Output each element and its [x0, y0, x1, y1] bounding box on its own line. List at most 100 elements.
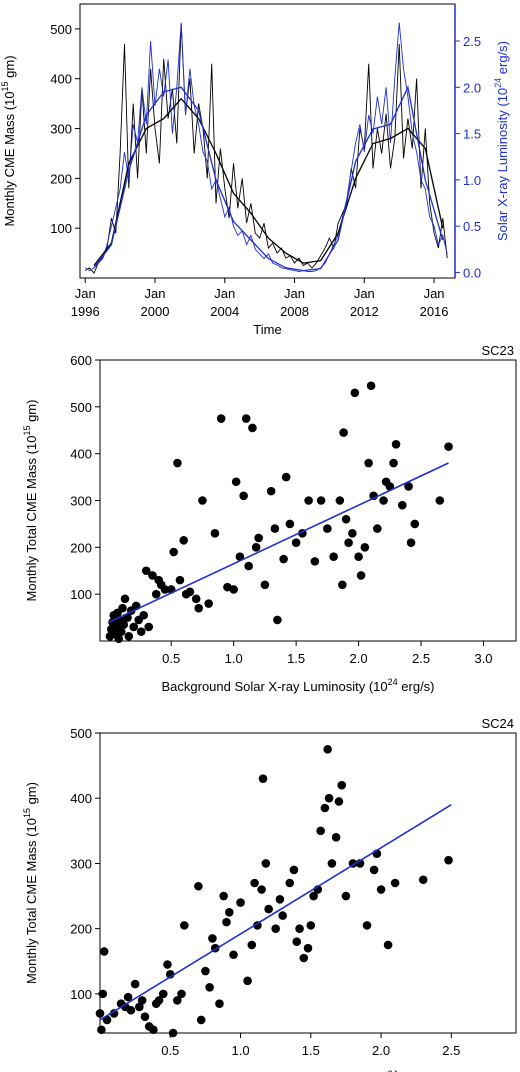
x-tick-label: Jan 2016	[420, 286, 449, 319]
plot-frame	[99, 732, 517, 1034]
scatter-point	[383, 940, 393, 950]
scatter-point	[224, 908, 234, 917]
x-tick-label-line: Jan	[75, 286, 96, 301]
label-part: gm)	[2, 55, 17, 81]
x-tick-label: 2.0	[372, 1043, 390, 1058]
scatter-point	[123, 613, 132, 622]
label-part: Background Solar X-ray Luminosity (10	[161, 679, 387, 694]
y2-tick-label: 1.5	[463, 127, 481, 142]
scatter-point	[116, 627, 126, 636]
y2-tick-label: 0.0	[463, 265, 481, 280]
label-part: 24	[493, 78, 503, 88]
x-tick-label-line: 2016	[420, 304, 449, 319]
scatter-point	[205, 983, 214, 992]
scatter-point	[354, 552, 363, 561]
label-part: erg/s)	[398, 679, 435, 694]
scatter-point	[248, 423, 257, 433]
scatter-point	[194, 603, 203, 613]
scatter-point	[316, 496, 326, 505]
label-part: 15	[22, 426, 32, 436]
scatter-point	[254, 533, 263, 543]
scatter-point	[136, 627, 146, 636]
x-tick-label: Jan 2004	[210, 286, 239, 319]
label-part: Monthly Total CME Mass (10	[24, 818, 39, 984]
scatter-point	[123, 992, 133, 1002]
scatter-point	[154, 996, 164, 1005]
scatter-point	[418, 875, 428, 885]
scatter-point	[241, 414, 251, 423]
scatter-point	[163, 960, 172, 969]
x-tick-label: Jan 2012	[350, 286, 379, 319]
scatter-point	[323, 524, 332, 533]
axis-label: Monthly Total CME Mass (1015 gm)	[22, 782, 39, 984]
x-tick-label: 1.0	[225, 651, 243, 666]
scatter-point	[216, 414, 226, 423]
x-tick-label: 3.0	[474, 651, 492, 666]
scatter-point	[406, 538, 416, 547]
scatter-point	[369, 865, 379, 875]
scatter-point	[309, 891, 318, 901]
label-part: Solar X-ray Luminosity (10	[495, 88, 510, 241]
series-line	[93, 85, 444, 272]
scatter-point	[180, 921, 189, 930]
scatter-point	[337, 780, 347, 790]
scatter-point	[373, 524, 382, 533]
scatter-point	[389, 458, 398, 468]
label-part: Monthly Total CME Mass (10	[24, 436, 39, 602]
scatter-point	[140, 1012, 150, 1021]
scatter-point	[327, 859, 337, 868]
x-tick-label: 2.5	[412, 651, 430, 666]
x-tick-label-line: Jan	[354, 286, 375, 301]
x-tick-label-line: Jan	[145, 286, 166, 301]
scatter-point	[338, 580, 347, 590]
x-tick-label-line: 2000	[141, 304, 170, 319]
scatter-point	[398, 500, 407, 510]
label-part: Monthly CME Mass (10	[2, 91, 17, 226]
label-part: gm)	[24, 782, 39, 808]
x-tick-label: 1.5	[302, 1043, 320, 1058]
scatter-point	[208, 934, 217, 943]
scatter-point	[168, 1028, 178, 1038]
scatter-point	[295, 924, 304, 933]
scatter-point	[266, 486, 276, 496]
x-tick-label-line: 2004	[210, 304, 239, 319]
scatter-point	[250, 878, 259, 888]
scatter-point	[196, 1015, 206, 1025]
scatter-point	[177, 989, 186, 999]
scatter-point	[124, 632, 134, 641]
x-tick-label-line: Jan	[284, 286, 305, 301]
scatter-point	[391, 440, 401, 449]
y-tick-label: 400	[50, 72, 72, 87]
scatter-point	[299, 953, 309, 963]
x-tick-label-line: 2012	[350, 304, 379, 319]
scatter-point	[270, 524, 280, 533]
scatter-point	[258, 774, 268, 783]
scatter-point	[219, 891, 228, 901]
x-tick-label-line: Jan	[424, 286, 445, 301]
y-tick-label: 500	[70, 400, 92, 415]
y-tick-label: 400	[70, 447, 92, 462]
scatter-point	[204, 599, 213, 608]
scatter-point	[247, 940, 257, 950]
label-part: erg/s)	[495, 41, 510, 78]
scatter-point	[137, 996, 147, 1005]
scatter-point	[364, 458, 373, 468]
y-tick-label: 300	[70, 494, 92, 509]
scatter-point	[316, 826, 325, 836]
scatter-point	[335, 496, 345, 505]
scatter-point	[185, 587, 195, 597]
axis-label: Monthly CME Mass (1015 gm)	[0, 55, 17, 226]
scatter-point	[334, 797, 344, 806]
x-tick-label-line: Jan	[214, 286, 235, 301]
scatter-point	[324, 793, 334, 803]
y-tick-label: 200	[70, 540, 92, 555]
scatter-point	[273, 615, 282, 625]
y-tick-label: 200	[70, 922, 92, 937]
scatter-point	[285, 519, 295, 529]
scatter-point	[144, 622, 154, 632]
scatter-point	[444, 855, 453, 865]
y-tick-label: 100	[70, 587, 92, 602]
scatter-point	[329, 552, 338, 561]
scatter-point	[141, 566, 151, 576]
scatter-point	[292, 937, 302, 946]
